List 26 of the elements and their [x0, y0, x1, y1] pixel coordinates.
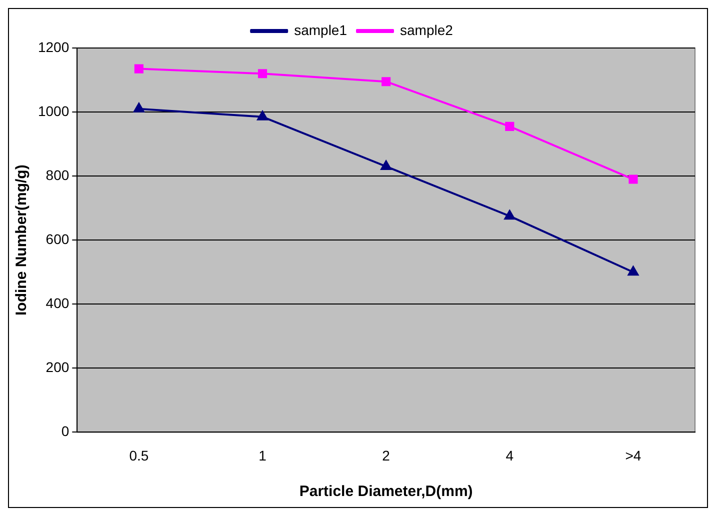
x-axis-title: Particle Diameter,D(mm)	[299, 483, 473, 500]
point	[504, 210, 515, 220]
point	[628, 174, 638, 184]
y-tick-label: 1200	[38, 38, 70, 55]
y-tick-label: 0	[61, 423, 70, 440]
point	[134, 64, 144, 74]
y-tick-label: 800	[46, 166, 70, 183]
point	[628, 266, 639, 276]
x-tick-label: 1	[258, 447, 267, 464]
point	[258, 69, 268, 78]
legend-label: sample1	[294, 22, 348, 38]
point	[382, 77, 391, 86]
y-tick-label: 1000	[38, 102, 70, 119]
point	[257, 110, 268, 120]
point	[505, 122, 514, 131]
y-tick-label: 400	[46, 294, 70, 311]
y-tick-label: 600	[46, 230, 70, 247]
x-tick-label: 4	[506, 447, 514, 464]
y-tick-label: 200	[46, 359, 70, 376]
x-tick-label: 0.5	[129, 447, 149, 464]
point	[134, 102, 144, 112]
x-tick-label: 2	[382, 447, 390, 464]
y-axis-title: Iodine Number(mg/g)	[13, 164, 30, 316]
x-tick-label: >4	[625, 447, 642, 464]
point	[380, 160, 392, 170]
legend-label: sample2	[400, 22, 454, 38]
